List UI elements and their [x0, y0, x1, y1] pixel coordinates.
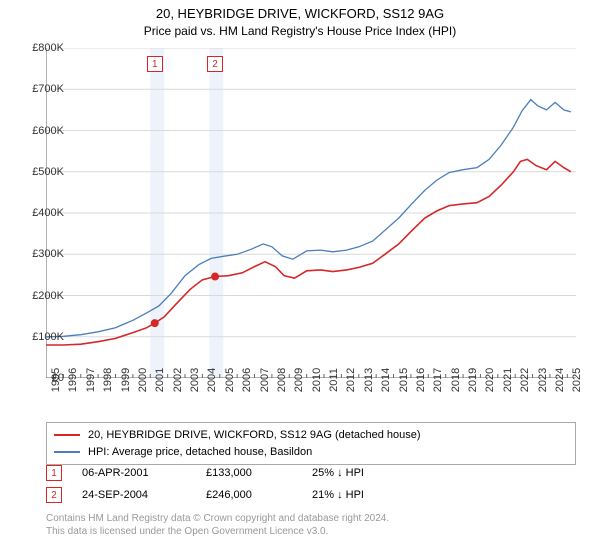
sale-delta: 25% ↓ HPI [312, 467, 412, 479]
y-tick-label: £300K [32, 248, 64, 260]
x-tick-label: 1996 [67, 368, 79, 392]
x-tick-label: 2004 [206, 368, 218, 392]
sale-marker-icon: 2 [46, 487, 62, 503]
y-tick-label: £800K [32, 42, 64, 54]
x-tick-label: 2023 [537, 368, 549, 392]
x-tick-label: 2013 [363, 368, 375, 392]
y-tick-label: £100K [32, 331, 64, 343]
x-tick-label: 2014 [380, 368, 392, 392]
footer-attribution: Contains HM Land Registry data © Crown c… [46, 512, 576, 538]
sale-price: £133,000 [206, 467, 306, 479]
sale-number-marker: 1 [147, 56, 163, 72]
sale-delta: 21% ↓ HPI [312, 489, 412, 501]
legend-swatch-icon [54, 451, 80, 453]
x-tick-label: 2016 [415, 368, 427, 392]
legend-item: 20, HEYBRIDGE DRIVE, WICKFORD, SS12 9AG … [54, 427, 568, 444]
y-tick-label: £400K [32, 207, 64, 219]
line-chart-svg [46, 48, 576, 378]
x-tick-label: 2010 [311, 368, 323, 392]
legend-item: HPI: Average price, detached house, Basi… [54, 444, 568, 461]
x-tick-label: 2001 [154, 368, 166, 392]
y-tick-label: £200K [32, 290, 64, 302]
sale-marker-icon: 1 [46, 465, 62, 481]
x-tick-label: 2000 [137, 368, 149, 392]
x-tick-label: 2024 [554, 368, 566, 392]
y-tick-label: £700K [32, 83, 64, 95]
chart-plot-area [46, 48, 576, 378]
x-tick-label: 2006 [241, 368, 253, 392]
legend-label: 20, HEYBRIDGE DRIVE, WICKFORD, SS12 9AG … [88, 427, 421, 444]
sale-price: £246,000 [206, 489, 306, 501]
chart-container: 20, HEYBRIDGE DRIVE, WICKFORD, SS12 9AG … [0, 0, 600, 560]
x-tick-label: 2011 [328, 368, 340, 392]
x-tick-label: 1999 [120, 368, 132, 392]
x-tick-label: 1997 [85, 368, 97, 392]
sale-date: 24-SEP-2004 [70, 489, 200, 501]
x-tick-label: 2009 [293, 368, 305, 392]
x-tick-label: 2012 [345, 368, 357, 392]
x-tick-label: 2015 [398, 368, 410, 392]
x-tick-label: 2019 [467, 368, 479, 392]
table-row: 1 06-APR-2001 £133,000 25% ↓ HPI [46, 462, 576, 484]
x-tick-label: 2021 [502, 368, 514, 392]
page-subtitle: Price paid vs. HM Land Registry's House … [0, 23, 600, 38]
x-tick-label: 2007 [259, 368, 271, 392]
table-row: 2 24-SEP-2004 £246,000 21% ↓ HPI [46, 484, 576, 506]
x-tick-label: 2017 [432, 368, 444, 392]
x-tick-label: 2002 [172, 368, 184, 392]
x-tick-label: 2022 [519, 368, 531, 392]
y-tick-label: £500K [32, 166, 64, 178]
legend-swatch-icon [54, 434, 80, 436]
sale-date: 06-APR-2001 [70, 467, 200, 479]
legend: 20, HEYBRIDGE DRIVE, WICKFORD, SS12 9AG … [46, 422, 576, 465]
sales-table: 1 06-APR-2001 £133,000 25% ↓ HPI 2 24-SE… [46, 462, 576, 506]
y-tick-label: £600K [32, 125, 64, 137]
x-tick-label: 2018 [450, 368, 462, 392]
x-tick-label: 1998 [102, 368, 114, 392]
x-tick-label: 1995 [50, 368, 62, 392]
x-tick-label: 2020 [484, 368, 496, 392]
x-tick-label: 2025 [571, 368, 583, 392]
page-title: 20, HEYBRIDGE DRIVE, WICKFORD, SS12 9AG [0, 0, 600, 23]
x-tick-label: 2008 [276, 368, 288, 392]
x-tick-label: 2005 [224, 368, 236, 392]
legend-label: HPI: Average price, detached house, Basi… [88, 444, 312, 461]
sale-number-marker: 2 [207, 56, 223, 72]
x-tick-label: 2003 [189, 368, 201, 392]
